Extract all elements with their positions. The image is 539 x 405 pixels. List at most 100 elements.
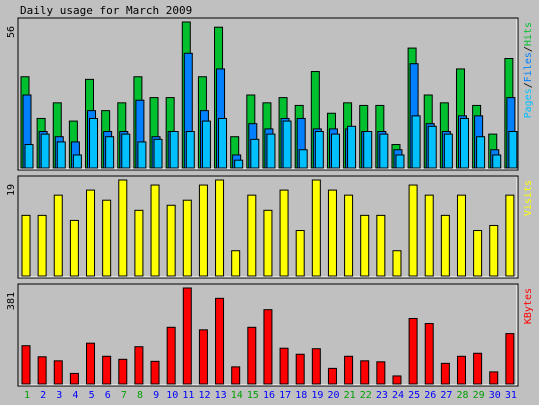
pages-bar [298,149,308,169]
x-tick-label: 12 [198,390,210,401]
x-tick-label: 30 [489,390,501,401]
kbytes-bar [231,366,241,385]
pages-bar [201,120,211,169]
visits-bar [360,214,370,277]
visits-bar [263,209,273,277]
pages-bar [508,131,518,169]
x-tick-label: 23 [376,390,388,401]
visits-bar [215,179,225,277]
pages-bar [330,133,340,169]
kbytes-bar [182,287,192,385]
pages-bar [363,131,373,169]
pages-bar [492,154,502,169]
visits-panel-legend: Visits [523,180,534,216]
pages-bar [185,131,195,169]
hits-panel-legend-pages: Pages [523,88,534,118]
kbytes-bar [327,367,337,385]
hits-panel-legend-files: Files [523,52,534,82]
x-tick-label: 8 [137,390,143,401]
pages-bar [476,136,486,169]
x-tick-label: 22 [360,390,372,401]
hits-panel-legend-hits: Hits [523,22,534,46]
x-tick-label: 20 [327,390,339,401]
pages-bar [411,115,421,169]
visits-bar [392,250,402,277]
visits-bar [456,194,466,277]
chart-title: Daily usage for March 2009 [20,4,192,17]
kbytes-bar [86,342,96,385]
pages-bar [395,154,405,169]
x-tick-label: 15 [247,390,259,401]
pages-bar [282,120,292,169]
pages-bar [218,117,228,169]
pages-bar [89,117,99,169]
kbytes-bar [344,355,354,385]
pages-bar [250,138,260,169]
pages-bar [169,131,179,169]
x-tick-label: 10 [166,390,178,401]
x-tick-label: 1 [24,390,30,401]
visits-bar [166,204,176,277]
kbytes-panel-legend: KBytes [523,288,534,324]
kbytes-bar [505,333,515,385]
hits-panel-legend-separator: / [523,82,534,88]
x-tick-label: 24 [392,390,404,401]
pages-bar [72,154,82,169]
kbytes-bar [166,326,176,385]
visits-bar [327,189,337,277]
kbytes-bar [408,317,418,385]
pages-bar [314,131,324,169]
kbytes-bar [376,361,386,385]
pages-bar [121,133,131,169]
pages-bar [347,125,357,169]
visits-bar [21,214,31,277]
visits-bar [376,214,386,277]
kbytes-bar [37,356,47,385]
pages-bar [24,144,34,169]
visits-bar [53,194,63,277]
visits-bar [311,179,321,277]
kbytes-bar [489,371,499,385]
visits-bar [86,189,96,277]
kbytes-bar [295,353,305,385]
x-tick-label: 5 [89,390,95,401]
kbytes-bar [53,360,63,385]
visits-bar [198,184,208,277]
x-tick-label: 31 [505,390,517,401]
hits-panel-legend-separator: / [523,46,534,52]
x-tick-label: 21 [344,390,356,401]
x-tick-label: 13 [215,390,227,401]
kbytes-bar [279,347,289,385]
pages-bar [443,133,453,169]
visits-bar [102,199,112,277]
kbytes-panel-legend-kbytes: KBytes [523,288,534,324]
pages-bar [427,125,437,169]
visits-bar [231,250,241,277]
kbytes-bar [69,372,79,385]
x-tick-label: 17 [279,390,291,401]
visits-bar [295,230,305,277]
pages-bar [56,141,66,169]
x-tick-label: 28 [457,390,469,401]
visits-bar [505,194,515,277]
visits-panel-max-label: 19 [6,184,17,196]
visits-bar [118,179,128,277]
kbytes-bar [360,360,370,385]
pages-bar [459,117,469,169]
pages-bar [40,133,50,169]
pages-bar [379,133,389,169]
visits-bar [344,194,354,277]
kbytes-bar [263,309,273,385]
x-tick-label: 4 [72,390,78,401]
hits-panel-legend: Pages/Files/Hits [523,22,534,118]
hits-panel-plot-area [17,17,519,171]
visits-panel-plot-area [17,175,519,279]
x-tick-label: 29 [473,390,485,401]
kbytes-bar [150,360,160,385]
visits-bar [247,194,257,277]
visits-bar [182,199,192,277]
x-tick-label: 9 [153,390,159,401]
x-tick-label: 2 [40,390,46,401]
